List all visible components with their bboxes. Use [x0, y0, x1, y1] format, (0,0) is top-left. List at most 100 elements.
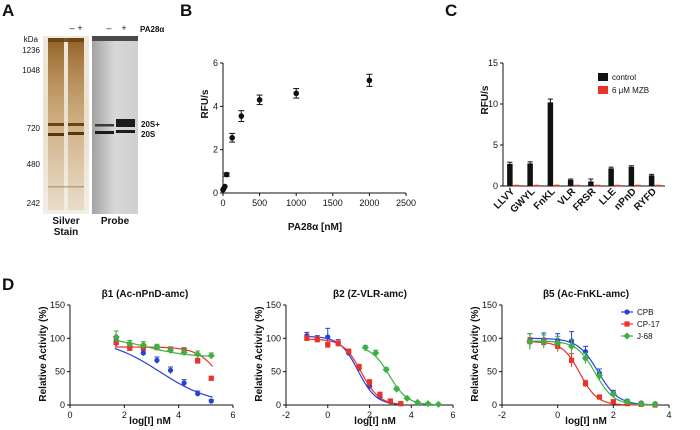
chart-d1-xtick-label-1: 2 — [122, 410, 127, 420]
chart-b-xtick-label-4: 2000 — [359, 198, 379, 208]
chart-b-ytick-label-1: 2 — [213, 145, 218, 155]
panel-label-d: D — [2, 275, 14, 294]
chart-d1-point-CPB-3 — [154, 357, 160, 363]
chart-b-xtick-label-1: 500 — [252, 198, 267, 208]
chart-d3-point-J-68-5 — [595, 372, 604, 380]
chart-c-bar-control-VLR — [567, 179, 574, 186]
chart-d2-point-J-68-4 — [403, 394, 411, 402]
chart-d2-point-CP-17-6 — [366, 379, 373, 385]
chart-c-substrate-bars: RFU/s control 6 μM MZB 051015LLVYGWYLFnK… — [480, 58, 665, 215]
chart-d3-point-J-68-7 — [623, 398, 631, 406]
chart-d3-xtick-label-1: 0 — [555, 410, 560, 420]
chart-d2-point-CP-17-2 — [325, 342, 331, 348]
chart-d2-ytick-label-0: 0 — [276, 400, 281, 410]
chart-d2-point-CP-17-9 — [398, 401, 404, 407]
chart-d1-point-J-68-1 — [126, 340, 134, 348]
chart-d2-xlabel: log[I] nM — [354, 416, 396, 427]
chart-b-ytick-label-2: 4 — [213, 101, 218, 111]
gel-marker-720: 720 — [27, 124, 41, 133]
chart-b-xtick-label-5: 2500 — [396, 198, 416, 208]
chart-c-bar-control-nPnD — [628, 166, 635, 186]
gel-marker-480: 480 — [27, 160, 41, 169]
chart-b-xtick-label-2: 1000 — [286, 198, 306, 208]
legend-d-marker-CPB — [624, 309, 630, 315]
chart-d1-point-CPB-5 — [181, 380, 187, 386]
chart-b-point-6 — [256, 97, 263, 103]
chart-d2-point-CP-17-3 — [335, 341, 341, 347]
chart-b-ytick-label-0: 0 — [213, 188, 218, 198]
chart-d1-ytick-label-0: 0 — [60, 400, 65, 410]
chart-d2-fit-CPB — [305, 335, 402, 406]
chart-d2-xtick-label-1: 0 — [325, 410, 330, 420]
chart-d2-ytick-label-2: 100 — [266, 333, 281, 343]
chart-d2-xtick-label-4: 6 — [450, 410, 455, 420]
chart-d3-ytick-label-2: 100 — [482, 333, 497, 343]
chart-d3-point-J-68-3 — [567, 342, 576, 350]
lane-sign-1: – — [69, 23, 74, 33]
chart-d-beta2: β2 (Z-VLR-amc) log[I] nM Relative Activi… — [254, 289, 456, 427]
chart-c-ytick-label-2: 10 — [488, 99, 498, 109]
chart-d3-ytick-label-3: 150 — [482, 300, 497, 310]
chart-d1-ytick-label-3: 150 — [50, 300, 65, 310]
chart-c-legend: control 6 μM MZB — [598, 73, 649, 95]
silver-band-20s-lane2 — [68, 132, 84, 135]
gel-unit-label: kDa — [24, 35, 39, 44]
chart-c-bar-mzb-RYFD — [655, 184, 661, 187]
chart-c-bar-mzb-GWYL — [533, 184, 540, 187]
silver-faint-band — [48, 186, 84, 188]
chart-d2-point-CP-17-1 — [314, 337, 320, 343]
legend-d-marker-CP-17 — [624, 321, 630, 327]
chart-c-bar-mzb-VLR — [574, 184, 580, 187]
chart-d3-fit-CP-17 — [528, 341, 657, 406]
chart-d3-point-J-68-1 — [540, 338, 548, 346]
chart-d3-point-J-68-0 — [526, 338, 534, 346]
chart-b-xlabel: PA28α [nM] — [288, 222, 342, 233]
chart-c-bar-control-FRSR — [588, 181, 594, 186]
chart-d2-point-J-68-1 — [372, 349, 380, 357]
panel-label-b: B — [180, 1, 192, 20]
chart-c-bar-mzb-FRSR — [594, 184, 601, 187]
chart-d3-point-J-68-9 — [651, 400, 659, 408]
chart-d3-point-CP-17-4 — [582, 381, 589, 387]
chart-d3-point-CP-17-5 — [596, 394, 603, 400]
chart-d1-xtick-label-2: 4 — [176, 410, 181, 420]
gel-marker-1236: 1236 — [22, 46, 40, 55]
chart-d3-point-J-68-2 — [554, 339, 562, 347]
probe-top-edge — [92, 36, 138, 41]
chart-c-bar-mzb-FnKL — [554, 184, 560, 187]
chart-d1-point-CP-17-7 — [208, 375, 214, 381]
chart-c-bar-control-LLE — [608, 168, 614, 186]
legend-control-swatch — [598, 73, 608, 81]
chart-d1-ylabel: Relative Activity (%) — [38, 306, 49, 401]
chart-d1-point-J-68-0 — [112, 333, 120, 341]
chart-b-point-8 — [366, 77, 373, 84]
chart-d-beta1: β1 (Ac-nPnD-amc) log[I] nM Relative Acti… — [38, 289, 236, 427]
chart-d2-point-J-68-2 — [382, 366, 390, 374]
chart-d2-point-J-68-3 — [393, 385, 401, 393]
band-label-20s: 20S — [141, 130, 156, 139]
chart-d2-xtick-label-0: -2 — [282, 410, 290, 420]
chart-d1-point-CPB-4 — [167, 367, 174, 373]
chart-d3-fit-CPB — [528, 337, 657, 406]
chart-d3-point-CP-17-6 — [610, 399, 616, 405]
legend-d-label-CP-17: CP-17 — [637, 320, 660, 329]
chart-d1-point-CPB-6 — [195, 391, 201, 397]
chart-c-bar-mzb-nPnD — [635, 184, 641, 187]
chart-b-point-7 — [293, 90, 300, 97]
chart-b-xtick-label-3: 1500 — [323, 198, 343, 208]
chart-d3-ylabel: Relative Activity (%) — [470, 306, 481, 401]
chart-c-category-RYFD: RYFD — [632, 186, 659, 213]
chart-d2-point-CPB-2 — [325, 334, 331, 340]
legend-d-label-J-68: J-68 — [637, 332, 653, 341]
chart-d2-point-J-68-5 — [413, 398, 422, 406]
gel-marker-1048: 1048 — [22, 66, 40, 75]
chart-d2-point-J-68-6 — [424, 400, 432, 408]
chart-d1-point-J-68-7 — [207, 352, 215, 360]
chart-d1-point-J-68-3 — [153, 343, 161, 351]
chart-d2-ytick-label-1: 50 — [271, 367, 281, 377]
chart-b-ytick-label-3: 6 — [213, 58, 218, 68]
chart-d3-ytick-label-1: 50 — [487, 367, 497, 377]
chart-c-bar-control-FnKL — [547, 102, 554, 186]
chart-b-pa28-titration: RFU/s PA28α [nM] 0 2 4 6 0 500 1000 1500 2000 250… — [200, 58, 416, 233]
